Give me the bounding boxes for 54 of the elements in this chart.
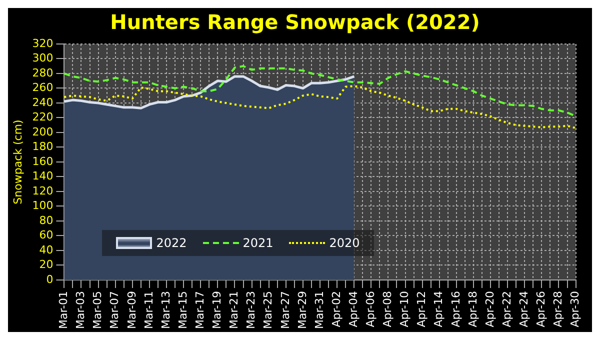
x-tick-label: Mar-01 (57, 290, 70, 330)
y-tick-label: 0 (46, 272, 54, 286)
x-tick-label: Apr-28 (552, 290, 565, 328)
y-tick-label: 120 (32, 184, 54, 198)
x-tick-label: Mar-03 (74, 290, 88, 330)
y-tick-label: 60 (39, 228, 54, 242)
x-tick-label: Apr-10 (398, 290, 412, 328)
x-tick-label: Mar-19 (210, 290, 224, 330)
x-tick-label: Apr-24 (518, 290, 530, 328)
x-tick-label: Mar-29 (296, 290, 309, 330)
y-tick-label: 260 (32, 81, 54, 94)
x-tick-label: Mar-27 (278, 290, 292, 330)
y-tick-label: 220 (32, 110, 54, 124)
y-tick-label: 200 (32, 125, 54, 138)
x-tick-label: Apr-26 (534, 290, 548, 328)
x-tick-label: Apr-08 (381, 290, 394, 328)
x-tick-label: Mar-05 (91, 290, 104, 330)
x-tick-label: Mar-11 (142, 290, 156, 330)
x-tick-label: Mar-17 (193, 290, 206, 330)
y-tick-label: 180 (32, 140, 54, 154)
x-tick-label: Mar-21 (228, 290, 241, 330)
y-tick-label: 100 (32, 199, 54, 212)
x-tick-label: Apr-06 (364, 290, 378, 328)
y-tick-label: 40 (39, 243, 54, 256)
x-tick-label: Mar-09 (125, 290, 138, 330)
legend-label: 2022 (156, 236, 187, 250)
chart-title: Hunters Range Snowpack (2022) (110, 10, 480, 34)
x-tick-label: Mar-31 (312, 290, 326, 330)
x-tick-label: Apr-18 (466, 290, 480, 328)
x-tick-label: Apr-14 (432, 290, 446, 328)
y-tick-label: 300 (32, 52, 54, 65)
y-tick-label: 140 (32, 170, 54, 183)
y-tick-label: 80 (39, 214, 54, 227)
legend-label: 2021 (242, 236, 274, 250)
x-tick-label: Mar-07 (108, 290, 122, 330)
line-series (63, 85, 577, 130)
x-tick-label: Apr-20 (483, 290, 496, 328)
y-tick-label: 320 (32, 36, 54, 50)
x-tick-label: Apr-12 (415, 290, 428, 328)
x-tick-label: Apr-04 (346, 290, 360, 328)
x-tick-label: Apr-02 (330, 290, 343, 328)
y-tick-label: 160 (32, 154, 54, 168)
x-tick-label: Apr-16 (449, 290, 462, 328)
y-axis-title: Snowpack (cm) (11, 120, 24, 204)
x-tick-label: Mar-13 (159, 290, 172, 330)
x-tick-label: Mar-25 (262, 290, 275, 330)
y-tick-label: 280 (32, 66, 54, 80)
x-tick-label: Apr-22 (500, 290, 514, 328)
x-tick-label: Mar-15 (176, 290, 190, 330)
x-tick-label: Apr-30 (568, 290, 582, 328)
y-tick-label: 240 (32, 96, 54, 109)
y-tick-label: 20 (39, 258, 54, 272)
legend-label: 2020 (329, 236, 360, 250)
x-tick-label: Mar-23 (244, 290, 258, 330)
